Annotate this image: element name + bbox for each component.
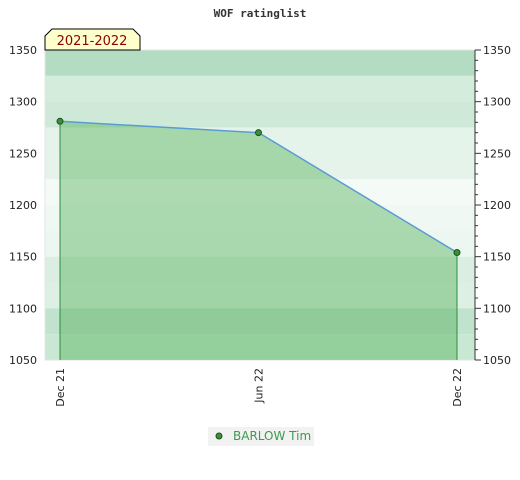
legend-marker [215, 432, 223, 440]
season-badge-box [44, 28, 141, 51]
band [45, 101, 475, 128]
season-label: 2021-2022 [57, 34, 128, 49]
band [45, 282, 475, 309]
x-tick-label: Jun 22 [253, 368, 266, 404]
left-tick-label: 1050 [9, 354, 37, 367]
band [45, 308, 475, 335]
band [45, 153, 475, 180]
legend-label: BARLOW Tim [233, 429, 311, 443]
left-tick-label: 1300 [9, 96, 37, 109]
area-layer [56, 117, 461, 360]
right-tick-label: 1150 [483, 251, 511, 264]
right-tick-label: 1250 [483, 147, 511, 160]
left-tick-label: 1200 [9, 199, 37, 212]
band [45, 205, 475, 231]
band [45, 256, 475, 283]
data-point[interactable] [255, 129, 262, 137]
chart-title: WOF ratinglist [214, 7, 307, 20]
x-tick-label: Dec 21 [54, 368, 67, 407]
band [45, 230, 475, 257]
band [45, 75, 475, 102]
left-tick-label: 1100 [9, 302, 37, 315]
legend-box [208, 427, 314, 446]
band [45, 334, 475, 360]
series-area [60, 121, 457, 360]
season-badge: 2021-2022 [44, 28, 141, 51]
right-tick-label: 1200 [483, 199, 511, 212]
right-tick-label: 1350 [483, 44, 511, 57]
left-tick-label: 1150 [9, 251, 37, 264]
right-tick-label: 1050 [483, 354, 511, 367]
band [45, 50, 475, 76]
data-point[interactable] [453, 249, 461, 257]
x-axis: Dec 21 Jun 22 Dec 22 [54, 368, 464, 407]
left-y-axis: 1050 1100 1150 1200 1250 1300 1350 [9, 44, 37, 367]
left-tick-label: 1250 [9, 147, 37, 160]
right-tick-label: 1100 [483, 302, 511, 315]
right-tick-label: 1300 [483, 96, 511, 109]
data-point[interactable] [56, 117, 64, 125]
right-y-axis: 1050 1100 1150 1200 1250 1300 1350 [474, 44, 511, 367]
background-bands [44, 49, 476, 361]
x-tick-label: Dec 22 [451, 368, 464, 407]
legend[interactable]: BARLOW Tim [208, 427, 314, 446]
left-tick-label: 1350 [9, 44, 37, 57]
band [45, 179, 475, 205]
